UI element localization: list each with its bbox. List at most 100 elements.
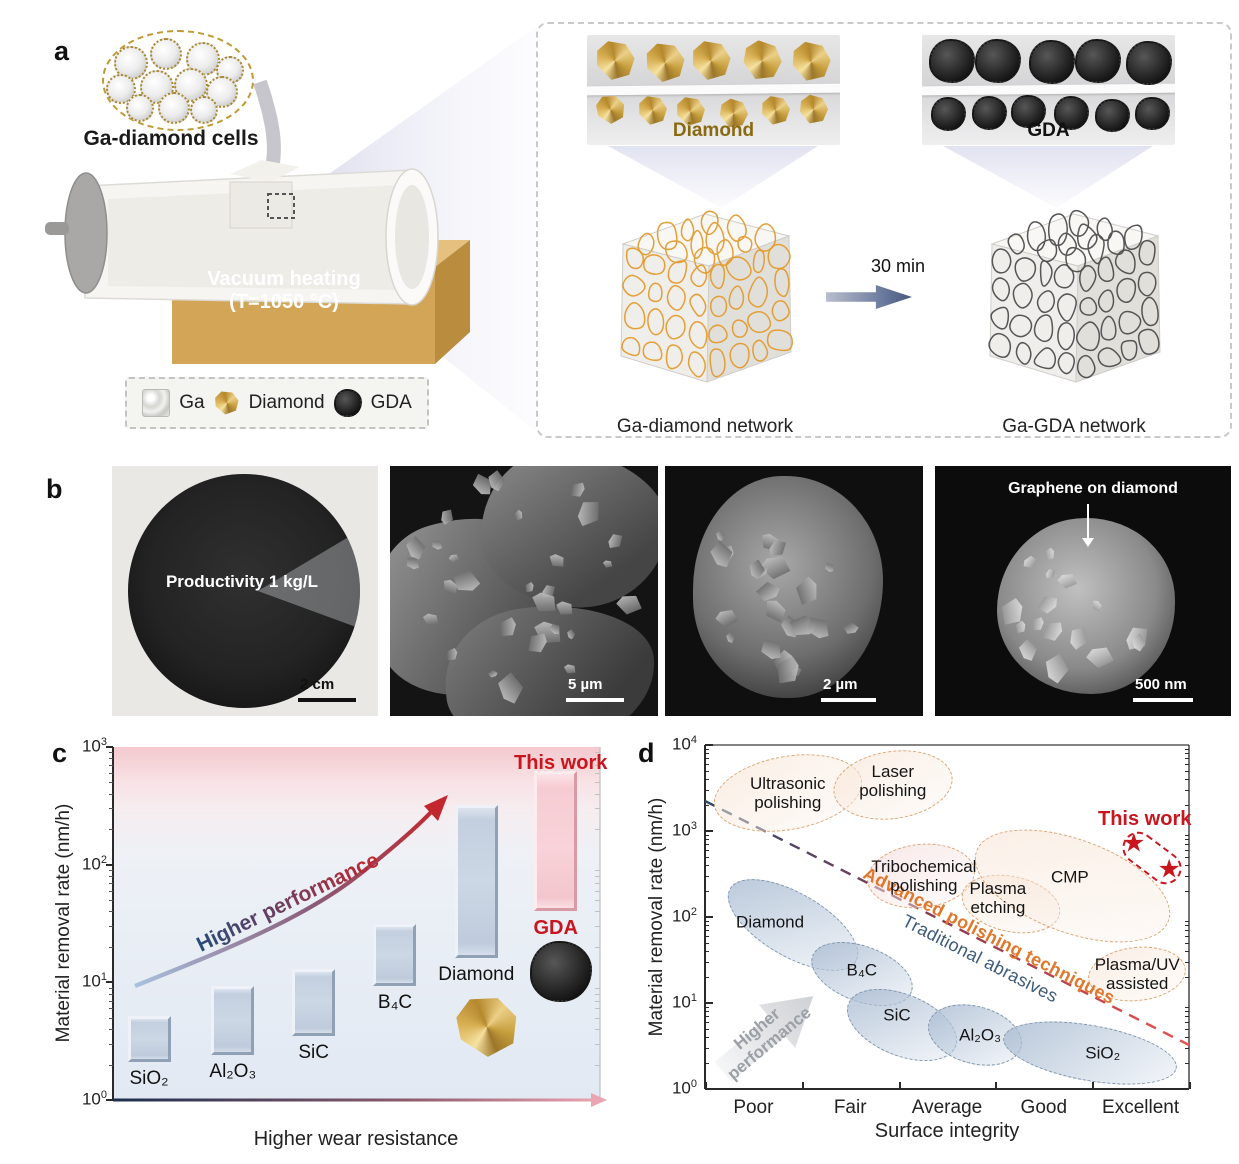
d-yminortick [705, 1047, 709, 1049]
region-label-line: SiO₂ [1085, 1043, 1121, 1063]
region-label-line: Al₂O₃ [959, 1025, 1001, 1045]
panel-a-label: a [54, 36, 70, 66]
cells-to-furnace-arrow [253, 79, 281, 170]
inset-gda-label: GDA [1027, 120, 1070, 141]
d-ytick-mark [705, 830, 713, 832]
d-yminortick [705, 779, 709, 781]
c-yminortick [109, 993, 113, 995]
d-yminortick-right [1185, 1028, 1189, 1030]
d-yminortick-right [1185, 1006, 1189, 1008]
this-work-star-1: ★ [1122, 827, 1146, 858]
d-ytick-10e4: 104 [671, 734, 697, 754]
d-yminortick-right [1185, 977, 1189, 979]
d-yminortick [705, 758, 709, 760]
d-yminortick-right [1185, 850, 1189, 852]
c-yminortick-right [595, 987, 600, 989]
panel-d-this-work-label: This work [1098, 808, 1192, 830]
cells-label: Ga-diamond cells [83, 127, 259, 150]
d-yminortick-right [1185, 758, 1189, 760]
region-label-line: B₄C [846, 960, 878, 980]
d-yminortick-right [1185, 961, 1189, 963]
ga-diamond-network-cube [620, 210, 793, 383]
d-xtick-mark [705, 1082, 707, 1089]
d-ytick-mark [705, 916, 713, 918]
c-yminortick [109, 1029, 113, 1031]
d-yminortick-right [1185, 839, 1189, 841]
c-ytick-10e1: 101 [81, 971, 107, 991]
c-yminortick-right [595, 808, 600, 810]
annotation-arrowhead [1082, 538, 1094, 547]
scalebar-2 [566, 698, 624, 702]
c-yminortick-right [595, 926, 600, 928]
bar-label-b-c: B₄C [377, 992, 413, 1013]
region-label-diamond: Diamond [736, 913, 804, 932]
sample-cube-dashed-window [267, 193, 295, 219]
d-xtick-average: Average [911, 1097, 983, 1118]
region-label-line: polishing [859, 781, 927, 801]
network-mesh [621, 247, 708, 378]
diamond-grain [689, 40, 734, 83]
d-yminortick-right [1185, 770, 1189, 772]
bar-al-o [211, 986, 255, 1056]
d-xtick-poor: Poor [733, 1097, 774, 1118]
panel-c-this-work-label: This work [514, 752, 608, 774]
d-xtick-fair: Fair [833, 1097, 867, 1118]
panel-d-label: d [638, 738, 655, 768]
d-yminortick [705, 748, 709, 750]
d-yminortick [705, 764, 709, 766]
d-yminortick-right [1185, 1016, 1189, 1018]
d-yminortick-right [1185, 789, 1189, 791]
c-yminortick [109, 900, 113, 902]
c-yminortick-right [595, 876, 600, 877]
gda-layer-inset: GDA [922, 35, 1175, 145]
photo-gda-disc: Productivity 1 kg/L 2 cm [112, 466, 378, 716]
c-yminortick-right [595, 1064, 600, 1066]
c-yminortick-right [595, 829, 600, 831]
d-yminortick [705, 865, 709, 867]
region-label-sic: SiC [883, 1006, 910, 1025]
c-ytick-mark [106, 981, 113, 984]
d-xtick-mark [801, 1082, 804, 1089]
c-yminortick-right [595, 869, 600, 871]
panel-d-x-axis-title: Surface integrity [874, 1120, 1020, 1142]
d-ytick-mark [705, 1002, 713, 1004]
diamond-grain [737, 36, 787, 85]
c-yminortick [109, 1064, 113, 1066]
bar-gda [534, 770, 578, 912]
network-mesh [708, 243, 793, 378]
c-yminortick [109, 876, 113, 877]
c-ytick-mark [106, 1099, 113, 1101]
region-label-b-c: B₄C [847, 960, 878, 979]
d-yminortick [705, 891, 709, 893]
c-yminortick-right [595, 765, 600, 767]
c-yminortick-right [595, 758, 600, 760]
region-label-plasma-etching: Plasma etching [970, 879, 1027, 917]
ga-diamond-cell [158, 92, 190, 124]
sample-cube-top [230, 160, 300, 182]
c-yminortick [109, 773, 113, 774]
d-yminortick-right [1185, 779, 1189, 781]
d-yminortick [705, 920, 709, 922]
c-yminortick-right [595, 773, 600, 774]
d-yminortick [705, 844, 709, 846]
c-ytick-10e0: 100 [81, 1089, 107, 1109]
d-yminortick-right [1185, 764, 1189, 766]
region-label-line: Plasma [969, 879, 1027, 899]
panel-c-label: c [52, 738, 68, 768]
d-yminortick-right [1185, 936, 1189, 938]
d-xtick-excellent: Excellent [1102, 1097, 1180, 1118]
panel-b-label: b [46, 474, 63, 504]
graphene-annotation: Graphene on diamond [1008, 480, 1178, 497]
region-label-tribochemical-polishing: Tribochemical polishing [871, 857, 976, 895]
region-label-line: etching [970, 898, 1026, 918]
inset-diamond-label: Diamond [672, 120, 755, 141]
diamond-grain [643, 42, 686, 83]
performance-curve [134, 808, 435, 988]
ga-diamond-network-label: Ga-diamond network [616, 416, 794, 437]
network-mesh [1076, 239, 1160, 379]
region-label-line: polishing [890, 875, 958, 895]
d-yminortick [705, 805, 709, 807]
region-label-line: Tribochemical [871, 856, 977, 876]
c-yminortick [109, 869, 113, 871]
